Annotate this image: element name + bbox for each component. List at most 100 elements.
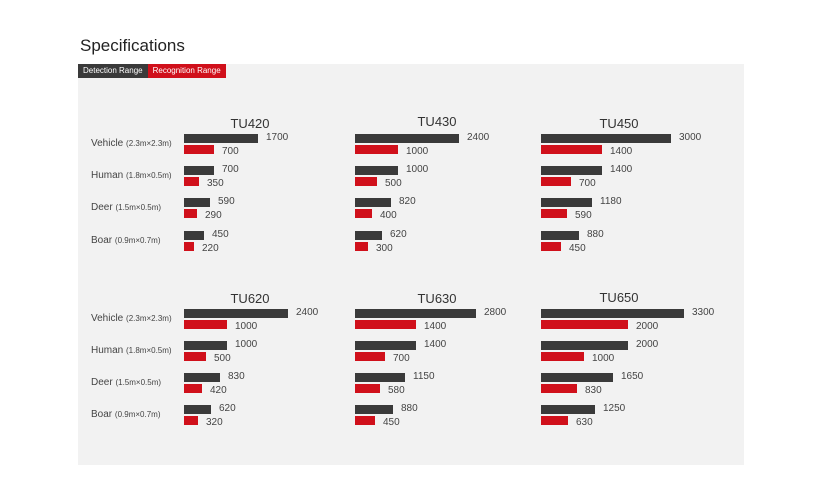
detection-value: 590 bbox=[218, 196, 235, 207]
recognition-value: 1000 bbox=[592, 353, 615, 364]
category-label: Human (1.8m×0.5m) bbox=[91, 170, 172, 182]
recognition-value: 830 bbox=[585, 385, 602, 396]
category-label: Deer (1.5m×0.5m) bbox=[91, 202, 161, 214]
detection-value: 880 bbox=[401, 403, 418, 414]
detection-bar bbox=[541, 198, 592, 207]
detection-bar bbox=[184, 373, 220, 382]
detection-bar bbox=[355, 341, 416, 350]
detection-bar bbox=[541, 166, 602, 175]
category-name: Human bbox=[91, 345, 127, 356]
category-label: Boar (0.9m×0.7m) bbox=[91, 235, 160, 247]
recognition-value: 290 bbox=[205, 210, 222, 221]
recognition-bar bbox=[184, 352, 206, 361]
detection-value: 1180 bbox=[600, 196, 622, 207]
category-size: (1.8m×0.5m) bbox=[126, 346, 172, 355]
category-name: Vehicle bbox=[91, 138, 127, 149]
detection-value: 1250 bbox=[603, 403, 626, 414]
detection-value: 3300 bbox=[692, 307, 715, 318]
detection-value: 820 bbox=[399, 196, 416, 207]
chart-title: TU650 bbox=[599, 290, 639, 305]
recognition-value: 420 bbox=[210, 385, 227, 396]
category-name: Deer bbox=[91, 202, 116, 213]
detection-value: 1400 bbox=[610, 164, 633, 175]
legend-recognition: Recognition Range bbox=[147, 64, 226, 78]
detection-bar bbox=[184, 134, 258, 143]
detection-bar bbox=[541, 341, 628, 350]
detection-bar bbox=[184, 231, 204, 240]
detection-value: 1150 bbox=[413, 371, 435, 382]
detection-value: 2000 bbox=[636, 339, 659, 350]
recognition-bar bbox=[355, 209, 372, 218]
category-name: Boar bbox=[91, 235, 115, 246]
detection-bar bbox=[184, 405, 211, 414]
recognition-bar bbox=[541, 242, 561, 251]
recognition-bar bbox=[184, 177, 199, 186]
recognition-bar bbox=[355, 320, 416, 329]
detection-bar bbox=[541, 231, 579, 240]
detection-bar bbox=[355, 309, 476, 318]
recognition-value: 630 bbox=[576, 417, 593, 428]
recognition-value: 400 bbox=[380, 210, 397, 221]
category-size: (0.9m×0.7m) bbox=[114, 236, 161, 245]
detection-bar bbox=[355, 166, 398, 175]
recognition-bar bbox=[355, 242, 368, 251]
recognition-bar bbox=[184, 209, 197, 218]
chart-title: TU420 bbox=[230, 116, 270, 131]
detection-value: 1700 bbox=[266, 132, 289, 143]
recognition-value: 450 bbox=[569, 243, 586, 254]
category-size: (1.8m×0.5m) bbox=[126, 171, 172, 180]
recognition-value: 700 bbox=[579, 178, 596, 189]
category-label: Human (1.8m×0.5m) bbox=[91, 345, 172, 357]
detection-value: 1000 bbox=[406, 164, 429, 175]
recognition-value: 450 bbox=[383, 417, 400, 428]
recognition-bar bbox=[355, 384, 380, 393]
detection-value: 1650 bbox=[621, 371, 644, 382]
detection-bar bbox=[541, 134, 671, 143]
recognition-bar bbox=[184, 242, 194, 251]
detection-bar bbox=[355, 405, 393, 414]
recognition-bar bbox=[541, 352, 584, 361]
recognition-value: 1400 bbox=[424, 321, 447, 332]
recognition-value: 590 bbox=[575, 210, 592, 221]
recognition-bar bbox=[355, 352, 385, 361]
chart-title: TU450 bbox=[599, 116, 639, 131]
recognition-value: 700 bbox=[222, 146, 239, 157]
detection-value: 1400 bbox=[424, 339, 447, 350]
chart-title: TU430 bbox=[417, 114, 457, 129]
legend-detection: Detection Range bbox=[78, 64, 148, 78]
detection-bar bbox=[355, 373, 405, 382]
recognition-value: 300 bbox=[376, 243, 393, 254]
recognition-bar bbox=[541, 416, 568, 425]
detection-bar bbox=[355, 231, 382, 240]
recognition-bar bbox=[541, 177, 571, 186]
recognition-bar bbox=[184, 320, 227, 329]
category-size: (2.3m×2.3m) bbox=[126, 139, 172, 148]
detection-value: 830 bbox=[228, 371, 245, 382]
detection-value: 1000 bbox=[235, 339, 258, 350]
detection-value: 450 bbox=[212, 229, 229, 240]
detection-bar bbox=[184, 341, 227, 350]
detection-value: 880 bbox=[587, 229, 604, 240]
recognition-bar bbox=[541, 384, 577, 393]
recognition-bar bbox=[184, 145, 214, 154]
category-size: (2.3m×2.3m) bbox=[126, 314, 172, 323]
recognition-value: 1400 bbox=[610, 146, 633, 157]
recognition-value: 580 bbox=[388, 385, 405, 396]
recognition-bar bbox=[184, 384, 202, 393]
category-name: Boar bbox=[91, 409, 115, 420]
detection-bar bbox=[541, 309, 684, 318]
recognition-bar bbox=[184, 416, 198, 425]
recognition-value: 700 bbox=[393, 353, 410, 364]
category-label: Deer (1.5m×0.5m) bbox=[91, 377, 161, 389]
recognition-value: 220 bbox=[202, 243, 219, 254]
chart-panel bbox=[78, 64, 744, 465]
category-size: (0.9m×0.7m) bbox=[114, 410, 161, 419]
detection-value: 620 bbox=[219, 403, 236, 414]
category-label: Vehicle (2.3m×2.3m) bbox=[91, 138, 172, 150]
recognition-bar bbox=[355, 145, 398, 154]
detection-value: 2800 bbox=[484, 307, 507, 318]
recognition-bar bbox=[541, 209, 567, 218]
page-title: Specifications bbox=[80, 36, 185, 55]
detection-value: 700 bbox=[222, 164, 239, 175]
recognition-bar bbox=[541, 145, 602, 154]
